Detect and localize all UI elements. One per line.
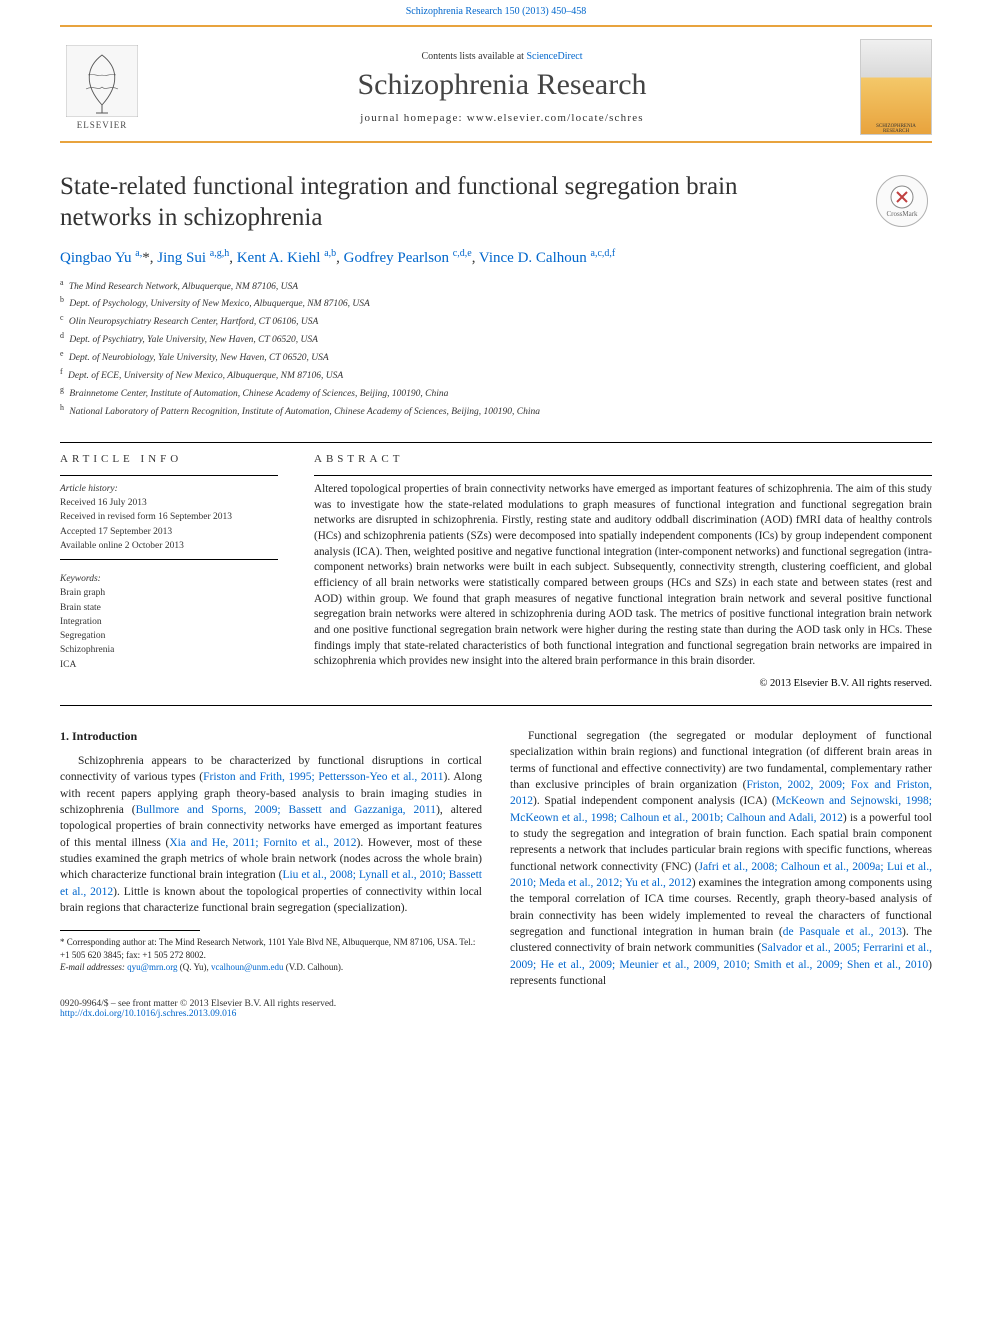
author-link[interactable]: Godfrey Pearlson xyxy=(344,250,449,266)
author-link[interactable]: Jing Sui xyxy=(157,250,206,266)
cite-link[interactable]: Friston and Frith, 1995; Pettersson-Yeo … xyxy=(203,771,443,783)
author-link[interactable]: Qingbao Yu xyxy=(60,250,132,266)
affiliation-line: e Dept. of Neurobiology, Yale University… xyxy=(60,348,932,366)
journal-cover-thumb: SCHIZOPHRENIA RESEARCH xyxy=(860,39,932,135)
keyword: Schizophrenia xyxy=(60,645,114,655)
article-history: Article history: Received 16 July 2013 Re… xyxy=(60,482,278,553)
contents-line: Contents lists available at ScienceDirec… xyxy=(162,51,842,62)
article-head: CrossMark State-related functional integ… xyxy=(0,145,992,426)
affiliation-line: h National Laboratory of Pattern Recogni… xyxy=(60,402,932,420)
article-title: State-related functional integration and… xyxy=(60,171,820,234)
journal-ref-link[interactable]: Schizophrenia Research 150 (2013) 450–45… xyxy=(406,6,587,17)
body-columns: 1. Introduction Schizophrenia appears to… xyxy=(0,706,992,989)
top-rule xyxy=(60,25,932,27)
page-footer: 0920-9964/$ – see front matter © 2013 El… xyxy=(0,989,992,1041)
p1-t5: ). Little is known about the topological… xyxy=(60,886,482,914)
journal-homepage: journal homepage: www.elsevier.com/locat… xyxy=(162,112,842,124)
journal-ref-bar: Schizophrenia Research 150 (2013) 450–45… xyxy=(0,0,992,23)
abstract-rule xyxy=(314,475,932,476)
keyword: Brain state xyxy=(60,603,101,613)
footnote-rule xyxy=(60,930,200,931)
abstract-copyright: © 2013 Elsevier B.V. All rights reserved… xyxy=(314,678,932,689)
crossmark-badge[interactable]: CrossMark xyxy=(876,175,928,227)
keyword: ICA xyxy=(60,660,76,670)
abstract-text: Altered topological properties of brain … xyxy=(314,482,932,670)
keyword: Segregation xyxy=(60,631,105,641)
keywords-block: Keywords: Brain graph Brain state Integrat… xyxy=(60,572,278,672)
journal-header: ELSEVIER Contents lists available at Sci… xyxy=(0,29,992,139)
email-link[interactable]: qyu@mrn.org xyxy=(127,962,177,972)
journal-name: Schizophrenia Research xyxy=(162,68,842,102)
intro-heading: 1. Introduction xyxy=(60,728,482,745)
info-rule xyxy=(60,475,278,476)
cite-link[interactable]: Xia and He, 2011; Fornito et al., 2012 xyxy=(169,837,356,849)
keyword: Brain graph xyxy=(60,588,105,598)
history-line: Received 16 July 2013 xyxy=(60,498,147,508)
elsevier-logo: ELSEVIER xyxy=(60,39,144,135)
affiliation-line: b Dept. of Psychology, University of New… xyxy=(60,294,932,312)
footnote-block: * Corresponding author at: The Mind Rese… xyxy=(60,930,482,974)
contents-prefix: Contents lists available at xyxy=(421,51,526,62)
cite-link[interactable]: de Pasquale et al., 2013 xyxy=(783,926,902,938)
elsevier-wordmark: ELSEVIER xyxy=(77,120,128,130)
email-footnote: E-mail addresses: qyu@mrn.org (Q. Yu), v… xyxy=(60,961,482,974)
header-center: Contents lists available at ScienceDirec… xyxy=(162,51,842,124)
cite-link[interactable]: Bullmore and Sporns, 2009; Bassett and G… xyxy=(136,804,436,816)
history-line: Received in revised form 16 September 20… xyxy=(60,512,232,522)
corresponding-footnote: * Corresponding author at: The Mind Rese… xyxy=(60,936,482,961)
doi-link[interactable]: http://dx.doi.org/10.1016/j.schres.2013.… xyxy=(60,1009,236,1019)
cover-title-bottom: RESEARCH xyxy=(883,129,909,134)
intro-p1: Schizophrenia appears to be characterize… xyxy=(60,753,482,916)
abstract-col: abstract Altered topological properties … xyxy=(314,453,932,689)
crossmark-icon xyxy=(889,184,915,210)
email1-who: (Q. Yu), xyxy=(178,962,211,972)
article-info-col: article info Article history: Received 1… xyxy=(60,453,278,689)
affiliations: a The Mind Research Network, Albuquerque… xyxy=(60,277,932,420)
p2-t2: ). Spatial independent component analysi… xyxy=(533,795,776,807)
crossmark-label: CrossMark xyxy=(886,210,917,218)
info-abstract-row: article info Article history: Received 1… xyxy=(0,443,992,689)
author-list: Qingbao Yu a,*, Jing Sui a,g,h, Kent A. … xyxy=(60,248,932,267)
sciencedirect-link[interactable]: ScienceDirect xyxy=(526,51,582,62)
affiliation-line: f Dept. of ECE, University of New Mexico… xyxy=(60,366,932,384)
keyword: Integration xyxy=(60,617,102,627)
keywords-label: Keywords: xyxy=(60,572,278,586)
abstract-heading: abstract xyxy=(314,453,932,465)
issn-line: 0920-9964/$ – see front matter © 2013 El… xyxy=(60,999,932,1009)
history-line: Accepted 17 September 2013 xyxy=(60,527,172,537)
affiliation-line: g Brainnetome Center, Institute of Autom… xyxy=(60,384,932,402)
bottom-rule xyxy=(60,141,932,143)
intro-p2: Functional segregation (the segregated o… xyxy=(510,728,932,989)
affiliation-line: a The Mind Research Network, Albuquerque… xyxy=(60,277,932,295)
history-label: Article history: xyxy=(60,484,118,494)
elsevier-tree-icon xyxy=(66,45,138,117)
article-info-heading: article info xyxy=(60,453,278,465)
author-link[interactable]: Vince D. Calhoun xyxy=(479,250,587,266)
author-link[interactable]: Kent A. Kiehl xyxy=(237,250,321,266)
email-label: E-mail addresses: xyxy=(60,962,127,972)
affiliation-line: d Dept. of Psychiatry, Yale University, … xyxy=(60,330,932,348)
email-link[interactable]: vcalhoun@unm.edu xyxy=(211,962,284,972)
affiliation-line: c Olin Neuropsychiatry Research Center, … xyxy=(60,312,932,330)
info-rule-2 xyxy=(60,559,278,560)
email2-who: (V.D. Calhoun). xyxy=(284,962,344,972)
history-line: Available online 2 October 2013 xyxy=(60,541,184,551)
